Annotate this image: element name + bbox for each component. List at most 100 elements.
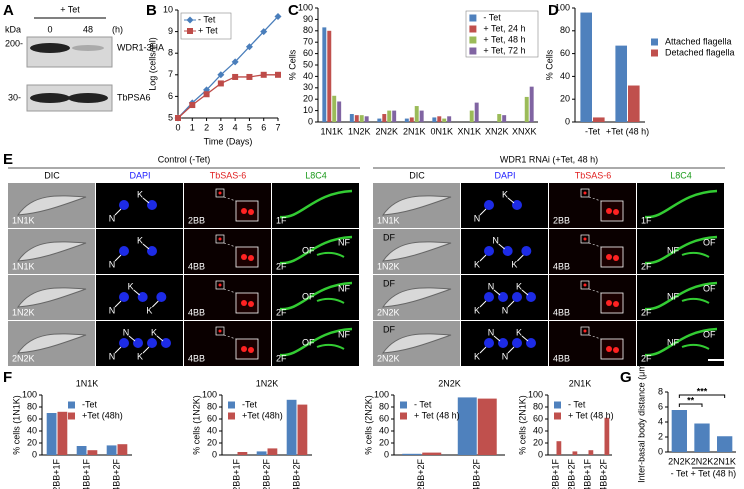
dapi-stain	[119, 338, 129, 348]
x-tick-label: 2N1K	[403, 126, 426, 136]
bar	[327, 30, 332, 122]
x-tick-label: XN2K	[485, 126, 509, 136]
arrow	[142, 197, 150, 204]
y-tick-label: 60	[207, 413, 217, 423]
arrow	[133, 289, 140, 296]
bar	[593, 117, 605, 122]
bb-spot	[606, 346, 612, 352]
bb-label: 4BB	[553, 353, 570, 363]
y-tick-label: 80	[560, 25, 570, 35]
bar	[447, 116, 452, 122]
cell-outline	[381, 287, 452, 308]
y-tick-label: 80	[27, 401, 37, 411]
y-tick-label: 60	[379, 413, 389, 423]
bar	[377, 118, 382, 122]
x-tick-label: 4BB+2F	[598, 459, 608, 489]
flagellum	[279, 327, 353, 357]
x-tick-label: 2N2K	[375, 126, 398, 136]
flagella-annotation: NF	[667, 337, 679, 347]
group-title: Control (-Tet)	[158, 154, 211, 164]
band-label: TbPSA6	[117, 92, 151, 102]
legend-label: - Tet	[198, 14, 216, 24]
cell-type-label: 1N1K	[12, 215, 35, 225]
column-header: TbSAS-6	[210, 170, 247, 180]
arrow	[114, 300, 122, 308]
flagella-annotation: NF	[667, 245, 679, 255]
bar	[497, 114, 502, 122]
y-tick-label: 20	[27, 437, 37, 447]
dapi-stain	[133, 338, 143, 348]
group-label: + Tet (48 h)	[691, 468, 737, 478]
flagellum	[316, 251, 345, 258]
bar	[432, 117, 437, 122]
bar	[349, 114, 354, 122]
flagella-label: 1F	[276, 215, 287, 225]
arrow	[142, 243, 150, 250]
dapi-stain	[484, 200, 494, 210]
cell-type-label: 1N1K	[12, 261, 35, 271]
blot-band	[72, 45, 104, 51]
bb-spot-box	[580, 234, 590, 244]
flagella-annotation: OF	[302, 337, 315, 347]
y-tick-label: 100	[22, 389, 37, 399]
legend-label: + Tet (48 h)	[568, 410, 614, 420]
legend-swatch	[228, 412, 235, 420]
dapi-stain	[502, 246, 513, 256]
column-header: L8C4	[670, 170, 692, 180]
dapi-annotation: K	[146, 305, 152, 315]
column-header: DAPI	[129, 170, 150, 180]
bb-spot-box	[215, 234, 225, 244]
arrow	[507, 346, 515, 354]
marker	[232, 73, 239, 80]
x-tick-label: 3	[218, 122, 223, 132]
micrograph	[461, 183, 548, 228]
y-tick-label: 20	[207, 437, 217, 447]
line	[177, 16, 279, 119]
x-tick-label: 4BB+2F	[472, 459, 482, 489]
x-tick-label: 2N1K	[713, 456, 736, 466]
bb-spot	[218, 329, 222, 333]
dapi-stain	[521, 246, 532, 256]
marker	[260, 71, 267, 78]
micrograph	[96, 183, 183, 228]
y-tick-label: 30	[303, 82, 313, 92]
bar	[414, 106, 419, 122]
bb-spot	[583, 329, 587, 333]
bb-spot	[241, 254, 247, 260]
arrow	[516, 254, 524, 262]
arrow	[114, 208, 122, 216]
flagella-label: 2F	[641, 353, 652, 363]
bar	[524, 96, 529, 122]
y-tick-label: 9	[168, 26, 173, 36]
arrow	[521, 335, 529, 342]
cell-type-label: 2N2K	[377, 353, 400, 363]
flagella-annotation: OF	[703, 283, 716, 293]
arrow	[479, 208, 487, 216]
marker-label: 30-	[8, 92, 21, 102]
y-tick-label: 40	[379, 425, 389, 435]
panel-label: A	[3, 2, 14, 19]
bar	[322, 27, 327, 123]
legend-label: -Tet	[242, 399, 258, 409]
bb-spot	[613, 347, 619, 353]
cell-outline	[16, 287, 87, 308]
dapi-annotation: N	[123, 327, 130, 337]
bb-label: 4BB	[553, 261, 570, 271]
treatment-label: + Tet	[60, 4, 80, 14]
dapi-stain	[512, 338, 522, 348]
dic-annotation: DF	[383, 232, 395, 242]
dapi-annotation: K	[502, 189, 508, 199]
bb-spot	[241, 346, 247, 352]
arrow	[521, 289, 529, 296]
marker	[217, 71, 225, 79]
y-tick-label: 0	[538, 449, 543, 459]
flagella-annotation: OF	[703, 237, 716, 247]
y-tick-label: 100	[555, 2, 570, 12]
bb-spot	[613, 301, 619, 307]
y-tick-label: 40	[560, 71, 570, 81]
marker	[274, 12, 282, 20]
x-tick-label: 2N2K	[691, 456, 714, 466]
significance-label: ***	[697, 386, 708, 396]
bar	[717, 436, 733, 452]
bar	[57, 411, 68, 455]
